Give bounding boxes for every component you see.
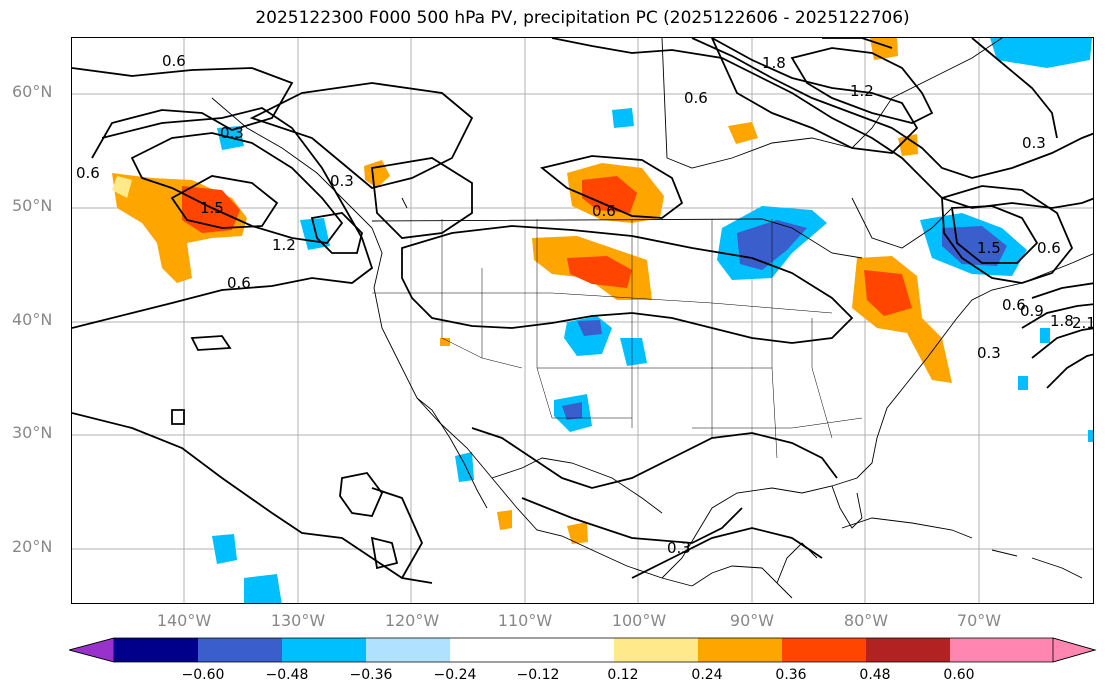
colorbar-tick-label: 0.24 bbox=[691, 667, 723, 683]
lon-label-140w: 140°W bbox=[156, 611, 212, 630]
contour-label: 1.8 bbox=[1050, 312, 1074, 330]
colorbar-svg bbox=[67, 637, 1097, 663]
contour-label: 1.8 bbox=[762, 54, 786, 72]
lat-label-60: 60°N bbox=[12, 82, 53, 101]
contour-label: 0.3 bbox=[1022, 134, 1046, 152]
colorbar-outline bbox=[67, 637, 1097, 663]
colorbar bbox=[67, 634, 1099, 670]
colorbar-tick-label: 0.48 bbox=[859, 667, 891, 683]
contour-label: 0.3 bbox=[667, 539, 691, 557]
colorbar-swatch bbox=[114, 638, 198, 662]
colorbar-swatch bbox=[950, 638, 1053, 662]
colorbar-swatch bbox=[1052, 637, 1097, 663]
lon-label-90w: 90°W bbox=[729, 611, 775, 630]
contour-label: 1.5 bbox=[200, 199, 224, 217]
lon-label-130w: 130°W bbox=[270, 611, 326, 630]
contour-label: 1.5 bbox=[977, 239, 1001, 257]
map-title: 2025122300 F000 500 hPa PV, precipitatio… bbox=[255, 8, 910, 28]
contour-label: 1.2 bbox=[272, 236, 296, 254]
contour-label: 0.6 bbox=[592, 202, 616, 220]
pv-contours bbox=[72, 38, 1093, 584]
contour-label: 0.3 bbox=[330, 172, 354, 190]
contour-labels: 0.6 0.6 0.6 0.6 0.6 0.6 0.3 0.3 0.3 0.3 … bbox=[76, 52, 1094, 557]
colorbar-tick-label: −0.60 bbox=[181, 667, 225, 683]
contour-label: 2.1 bbox=[1072, 314, 1094, 332]
lon-label-110w: 110°W bbox=[497, 611, 553, 630]
colorbar-swatch bbox=[698, 638, 782, 662]
colorbar-tick-label: −0.12 bbox=[516, 667, 560, 683]
colorbar-swatch bbox=[198, 638, 282, 662]
lat-label-30: 30°N bbox=[12, 423, 53, 442]
colorbar-swatch bbox=[782, 638, 866, 662]
colorbar-tick-label: 0.12 bbox=[607, 667, 639, 683]
colorbar-swatch bbox=[366, 638, 450, 662]
contour-label: 0.6 bbox=[76, 164, 100, 182]
contour-label: 0.3 bbox=[220, 124, 244, 142]
colorbar-tick-label: −0.48 bbox=[265, 667, 309, 683]
coastlines-borders bbox=[211, 38, 1093, 599]
colorbar-swatch bbox=[67, 637, 115, 663]
state-lines bbox=[372, 219, 863, 459]
lat-label-50: 50°N bbox=[12, 196, 53, 215]
colorbar-swatch bbox=[866, 638, 950, 662]
contour-label: 0.6 bbox=[684, 89, 708, 107]
colorbar-tick-label: 0.36 bbox=[775, 667, 807, 683]
colorbar-swatch bbox=[282, 638, 366, 662]
lon-label-100w: 100°W bbox=[611, 611, 667, 630]
map-panel: 0.6 0.6 0.6 0.6 0.6 0.6 0.3 0.3 0.3 0.3 … bbox=[71, 37, 1094, 604]
lat-label-20: 20°N bbox=[12, 537, 53, 556]
lon-label-80w: 80°W bbox=[843, 611, 889, 630]
lon-label-120w: 120°W bbox=[384, 611, 440, 630]
map-canvas: 0.6 0.6 0.6 0.6 0.6 0.6 0.3 0.3 0.3 0.3 … bbox=[72, 38, 1094, 603]
contour-label: 0.6 bbox=[162, 52, 186, 70]
contour-label: 0.6 bbox=[1002, 296, 1026, 314]
lon-label-70w: 70°W bbox=[956, 611, 1002, 630]
colorbar-tick-label: −0.24 bbox=[433, 667, 477, 683]
colorbar-swatch bbox=[614, 638, 698, 662]
colorbar-tick-label: 0.60 bbox=[943, 667, 975, 683]
contour-label: 0.6 bbox=[1037, 239, 1061, 257]
lat-label-40: 40°N bbox=[12, 310, 53, 329]
precip-anomaly-shading bbox=[112, 38, 1093, 603]
contour-label: 0.6 bbox=[227, 274, 251, 292]
contour-label: 1.2 bbox=[850, 82, 874, 100]
contour-label: 0.9 bbox=[1020, 302, 1044, 320]
contour-label: 0.3 bbox=[977, 344, 1001, 362]
colorbar-tick-label: −0.36 bbox=[349, 667, 393, 683]
colorbar-swatch bbox=[450, 638, 614, 662]
